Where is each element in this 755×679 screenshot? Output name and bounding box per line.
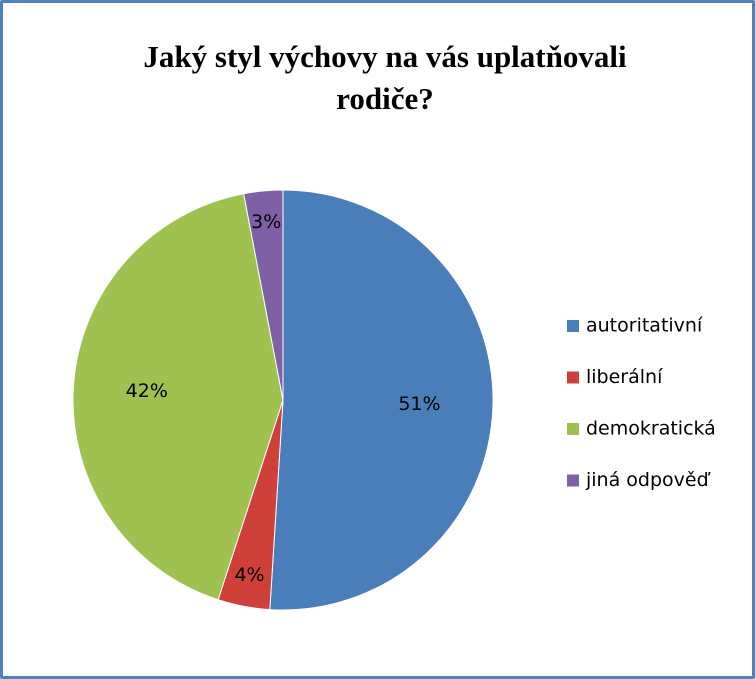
- legend-label: autoritativní: [586, 315, 703, 337]
- legend-label: demokratická: [586, 418, 716, 440]
- pie-slice: [269, 189, 494, 611]
- legend-swatch: [567, 320, 579, 332]
- legend-label: jiná odpověď: [585, 469, 711, 491]
- data-label: 3%: [251, 211, 281, 233]
- legend-swatch: [567, 371, 579, 384]
- pie-slice: [72, 193, 284, 601]
- data-label: 51%: [398, 393, 440, 415]
- pie-slice: [243, 189, 284, 401]
- legend-label: liberální: [586, 366, 663, 388]
- legend-swatch: [567, 474, 579, 487]
- legend-swatch: [567, 423, 579, 435]
- chart-title: Jaký styl výchovy na vás uplatňovali rod…: [143, 39, 627, 116]
- data-label: 4%: [234, 564, 264, 586]
- data-label: 42%: [126, 380, 168, 402]
